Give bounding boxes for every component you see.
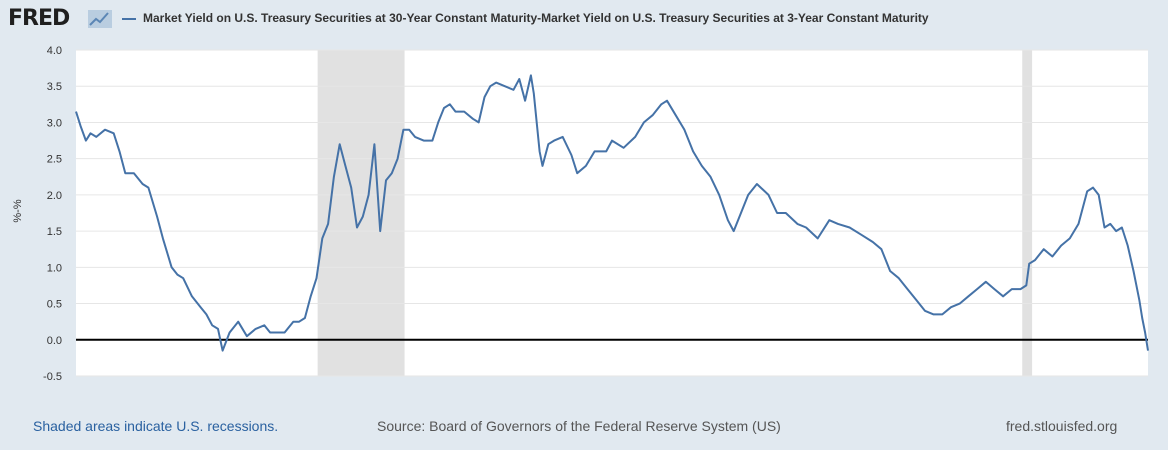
- y-tick-label: 1.0: [47, 262, 62, 274]
- fred-site-link[interactable]: fred.stlouisfed.org: [1006, 418, 1118, 434]
- plot-area: [76, 50, 1148, 376]
- y-tick-label: 4.0: [47, 45, 62, 57]
- y-tick-label: 1.5: [47, 226, 62, 238]
- legend-swatch: [122, 18, 136, 20]
- chart: -0.50.00.51.01.52.02.53.03.54.0 20042006…: [43, 45, 1149, 383]
- recession-bands: [317, 50, 1033, 376]
- y-tick-labels: -0.5 0.0 0.5 1.0 1.5 2.0 2.5 3.0 3.5 4.0: [43, 45, 62, 383]
- trend-line-icon: [88, 10, 112, 28]
- y-tick-label: 3.0: [47, 117, 62, 129]
- y-tick-label: 2.5: [47, 154, 62, 166]
- recession-band: [317, 50, 405, 376]
- y-tick-label: 0.5: [47, 299, 62, 311]
- source-text: Source: Board of Governors of the Federa…: [377, 418, 781, 434]
- series-line: [75, 74, 1149, 352]
- y-tick-label: -0.5: [43, 371, 62, 383]
- header: FRED Market Yield on U.S. Treasury Secur…: [0, 0, 1168, 40]
- y-tick-label: 2.0: [47, 190, 62, 202]
- fred-logo[interactable]: FRED: [8, 6, 70, 31]
- legend-series-label: Market Yield on U.S. Treasury Securities…: [143, 11, 929, 25]
- y-tick-label: 0.0: [47, 335, 62, 347]
- y-tick-label: 3.5: [47, 81, 62, 93]
- recession-band: [1022, 50, 1033, 376]
- recession-note-link[interactable]: Shaded areas indicate U.S. recessions.: [33, 418, 279, 434]
